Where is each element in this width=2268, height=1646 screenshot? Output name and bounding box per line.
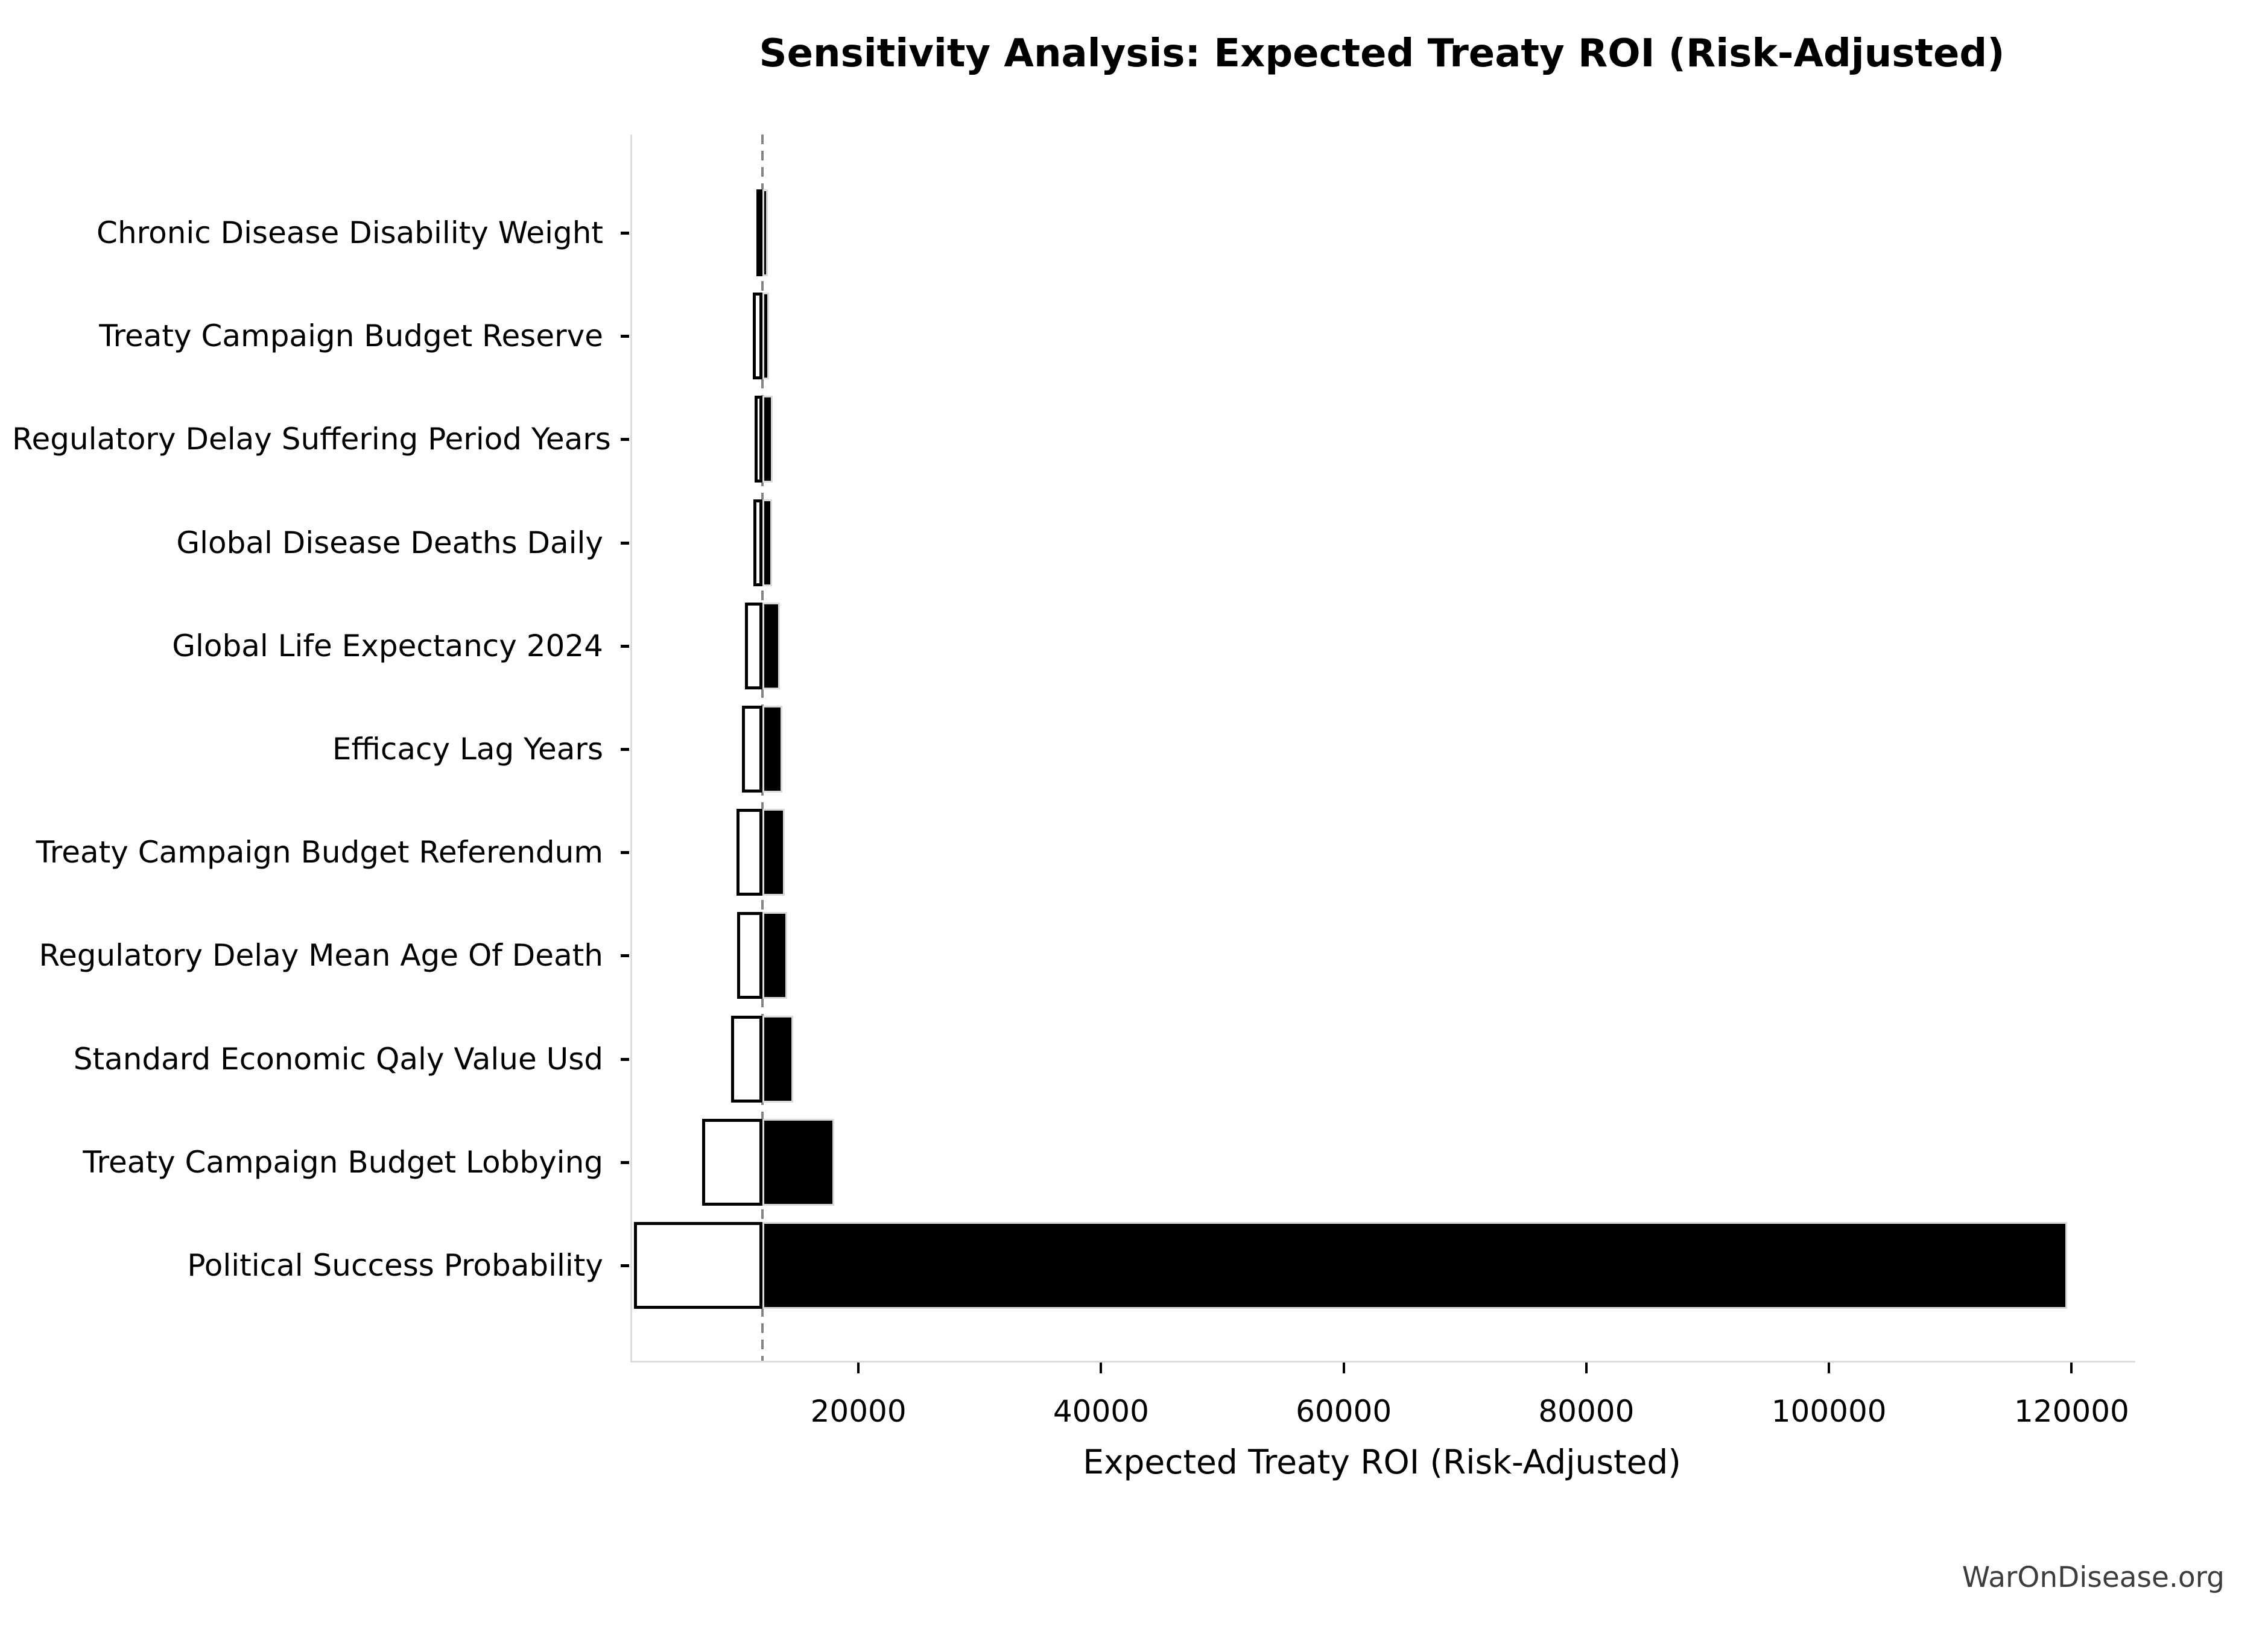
y-tick-mark: [621, 232, 629, 235]
high-bar: [762, 602, 780, 689]
y-tick-label: Global Life Expectancy 2024: [172, 628, 603, 663]
y-tick-mark: [621, 748, 629, 751]
low-bar: [736, 912, 762, 999]
y-tick-label: Treaty Campaign Budget Lobbying: [83, 1144, 603, 1180]
y-tick-label: Standard Economic Qaly Value Usd: [73, 1041, 603, 1077]
y-tick-label: Treaty Campaign Budget Reserve: [99, 318, 603, 354]
low-bar: [753, 499, 762, 586]
y-tick-label: Regulatory Delay Mean Age Of Death: [39, 938, 604, 973]
chart-title: Sensitivity Analysis: Expected Treaty RO…: [759, 31, 2005, 76]
low-bar: [730, 1015, 762, 1103]
x-tick-mark: [857, 1363, 860, 1373]
y-tick-mark: [621, 1057, 629, 1061]
y-tick-label: Political Success Probability: [187, 1248, 603, 1283]
y-tick-label: Efficacy Lag Years: [332, 732, 603, 767]
x-tick-mark: [1828, 1363, 1831, 1373]
y-tick-mark: [621, 1160, 629, 1164]
y-tick-mark: [621, 954, 629, 958]
y-tick-mark: [621, 1264, 629, 1267]
x-tick-mark: [1100, 1363, 1103, 1373]
high-bar: [762, 293, 770, 380]
low-bar: [702, 1118, 762, 1206]
y-tick-mark: [621, 438, 629, 442]
y-tick-label: Regulatory Delay Suffering Period Years: [12, 422, 611, 457]
high-bar: [762, 809, 785, 896]
y-tick-mark: [621, 851, 629, 855]
high-bar: [762, 1222, 2068, 1309]
y-tick-label: Treaty Campaign Budget Referendum: [36, 835, 603, 870]
y-tick-label: Global Disease Deaths Daily: [176, 525, 603, 560]
y-tick-mark: [621, 644, 629, 648]
y-tick-label: Chronic Disease Disability Weight: [97, 215, 603, 250]
x-tick-mark: [2070, 1363, 2073, 1373]
plot-area: [630, 135, 2135, 1363]
low-bar: [754, 396, 762, 483]
high-bar: [762, 396, 773, 483]
low-bar: [745, 602, 762, 689]
y-tick-mark: [621, 541, 629, 545]
x-tick-label: 80000: [1538, 1394, 1635, 1429]
x-tick-label: 60000: [1296, 1394, 1392, 1429]
x-tick-mark: [1585, 1363, 1588, 1373]
x-tick-mark: [1342, 1363, 1345, 1373]
y-tick-mark: [621, 335, 629, 338]
x-tick-label: 100000: [1771, 1394, 1887, 1429]
x-tick-label: 20000: [810, 1394, 907, 1429]
low-bar: [736, 809, 762, 896]
high-bar: [762, 1015, 794, 1103]
low-bar: [756, 189, 762, 276]
low-bar: [752, 293, 762, 380]
high-bar: [762, 912, 787, 999]
low-bar: [742, 706, 762, 793]
watermark: WarOnDisease.org: [1962, 1561, 2225, 1594]
low-bar: [634, 1222, 762, 1309]
high-bar: [762, 706, 783, 793]
x-tick-label: 40000: [1053, 1394, 1149, 1429]
high-bar: [762, 189, 768, 276]
high-bar: [762, 1118, 834, 1206]
high-bar: [762, 499, 773, 586]
x-tick-label: 120000: [2013, 1394, 2129, 1429]
x-axis-title: Expected Treaty ROI (Risk-Adjusted): [1083, 1443, 1681, 1481]
